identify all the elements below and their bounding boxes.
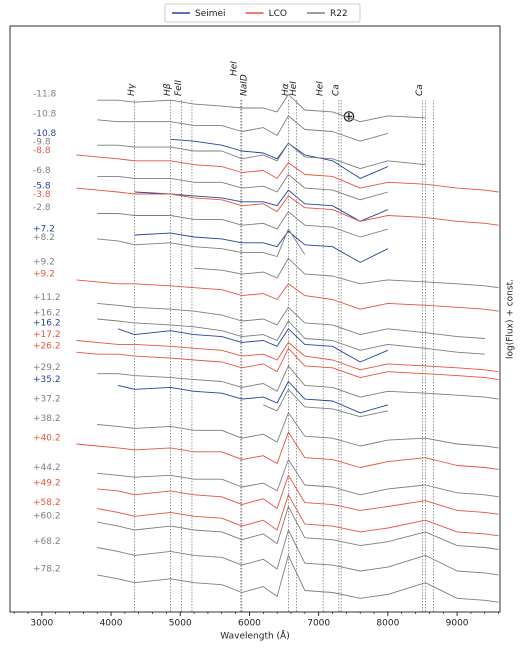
spectrum-label: +9.2 [33,269,55,279]
spectrum-label: -10.8 [33,109,57,119]
spectrum [76,340,499,373]
spectrum [76,431,499,470]
legend: Seimei LCO R22 [164,3,361,23]
line-id-label: HeI [289,81,299,96]
spectrum-label: +9.2 [33,258,55,268]
x-tick-label: 6000 [238,619,261,629]
spectrum-label: -3.8 [33,190,51,200]
spectrum [76,347,499,381]
spectrum [76,187,499,226]
spectrum [97,228,306,257]
spectrum-label: +35.2 [33,375,61,385]
spectrum [97,554,499,603]
spectrum-label: -2.8 [33,203,51,213]
spectrum-label: +29.2 [33,363,61,373]
spectrum-label: +7.2 [33,225,55,235]
spectrum [97,93,426,123]
y-axis-label: log(Flux) + const. [506,279,516,359]
spectrum [97,302,485,339]
spectrum-label: +60.2 [33,512,61,522]
line-id-label: NaID [239,74,249,96]
spectrum-label: +68.2 [33,537,61,547]
spectrum-label: -6.8 [33,166,51,176]
spectrum [97,412,499,449]
line-id-label: HeI [229,61,239,76]
spectrum [97,494,499,537]
x-tick-label: 4000 [100,619,123,629]
spectrum [170,138,389,179]
spectrum [97,174,389,201]
spectrum [76,279,499,312]
line-id-label: Hβ [163,83,173,96]
x-tick-label: 8000 [376,619,399,629]
spectrum-label: +17.2 [33,330,61,340]
spectrum-label: +37.2 [33,394,61,404]
spectrum [117,328,389,363]
spectrum [97,506,499,550]
legend-label: Seimei [195,9,226,19]
line-id-label: Ca [415,84,425,96]
line-id-label: HeI [316,81,326,96]
x-tick-label: 9000 [446,619,469,629]
spectrum-label: -11.8 [33,90,57,100]
spectrum [97,142,426,170]
spectrum [194,257,499,289]
line-id-label: FeII [174,80,184,96]
spectrum-label: +44.2 [33,463,61,473]
spectrum [97,365,499,400]
spectrum [97,115,389,142]
plot-frame [9,25,501,613]
spectrum-label: -10.8 [33,129,57,139]
spectrum [263,388,388,418]
spectrum-label: +11.2 [33,293,61,303]
line-id-label: Ca [331,84,341,96]
spectrum [117,381,389,414]
spectrum-label: +16.2 [33,309,61,319]
spectrum [97,211,389,238]
spectrum-label: +26.2 [33,342,61,352]
spectrum [97,318,485,355]
legend-label: LCO [269,9,287,19]
spectrum-label: +58.2 [33,498,61,508]
spectrum [76,154,499,193]
spectrum [97,529,499,576]
spectrum-label: +16.2 [33,318,61,328]
spectrum [97,474,499,515]
x-tick-label: 3000 [30,619,53,629]
x-tick-label: 5000 [169,619,192,629]
spectrum-label: +40.2 [33,434,61,444]
spectrum [97,459,499,498]
spectrum-label: -9.8 [33,137,51,147]
line-id-label: Hα [281,83,291,96]
spectrum [134,230,389,263]
spectrum-label: +8.2 [33,233,55,243]
x-tick-label: 7000 [307,619,330,629]
spectrum [134,189,389,222]
spectrum-label: +78.2 [33,564,61,574]
spectrum-label: -5.8 [33,182,51,192]
spectrum-label: -8.8 [33,146,51,156]
annotation: ⊕ [342,107,355,126]
line-id-label: Hγ [127,83,137,96]
spectrum-label: +49.2 [33,478,61,488]
x-axis-label: Wavelength (Å) [220,630,289,642]
spectrum-label: +38.2 [33,414,61,424]
legend-label: R22 [330,9,348,19]
